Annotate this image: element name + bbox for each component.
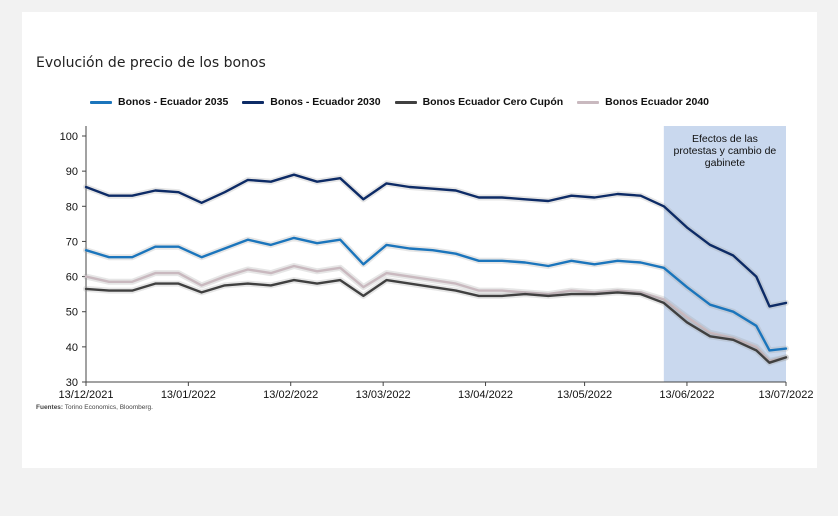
series-line: [84, 264, 788, 363]
x-tick-label: 13/03/2022: [356, 389, 411, 401]
legend-label-cero-cupon: Bonos Ecuador Cero Cupón: [422, 96, 564, 108]
source-label: Fuentes:: [36, 404, 64, 411]
y-tick-label: 50: [66, 307, 78, 319]
source-note: Fuentes: Torino Economics, Bloomberg.: [36, 404, 153, 411]
legend-label-2040: Bonos Ecuador 2040: [605, 96, 710, 108]
legend-swatch-cero-cupon: [394, 100, 417, 104]
source-text: Torino Economics, Bloomberg.: [63, 404, 153, 411]
x-tick-label: 13/02/2022: [263, 389, 318, 401]
y-tick-label: 90: [66, 166, 78, 178]
y-tick-label: 60: [66, 272, 78, 284]
legend-swatch-2030: [242, 100, 265, 104]
shaded-region-label: gabinete: [705, 157, 745, 169]
y-tick-label: 40: [66, 342, 78, 354]
legend-item-cero-cupon: Bonos Ecuador Cero Cupón: [394, 96, 564, 108]
legend-label-2035: Bonos - Ecuador 2035: [118, 96, 229, 108]
legend-swatch-2040: [577, 100, 600, 104]
legend-label-2030: Bonos - Ecuador 2030: [270, 96, 381, 108]
x-tick-label: 13/04/2022: [458, 389, 513, 401]
series-line: [84, 278, 788, 364]
x-tick-label: 13/07/2022: [758, 389, 813, 401]
x-tick-label: 13/06/2022: [659, 389, 714, 401]
chart-title: Evolución de precio de los bonos: [36, 55, 266, 71]
x-tick-label: 13/05/2022: [557, 389, 612, 401]
x-tick-label: 13/01/2022: [161, 389, 216, 401]
legend-item-2030: Bonos - Ecuador 2030: [242, 96, 381, 108]
legend-item-2040: Bonos Ecuador 2040: [577, 96, 709, 108]
shaded-region-label: Efectos de las: [692, 133, 758, 145]
legend-swatch-2035: [90, 100, 112, 104]
x-tick-label: 13/12/2021: [58, 389, 113, 401]
y-tick-label: 100: [60, 131, 78, 143]
y-tick-label: 80: [66, 201, 78, 213]
y-tick-label: 70: [66, 236, 78, 248]
series-line: [84, 236, 788, 352]
shaded-region-label: protestas y cambio de: [674, 145, 777, 157]
chart-legend: Bonos - Ecuador 2035 Bonos - Ecuador 203…: [90, 96, 709, 108]
series-line: [84, 173, 788, 308]
y-tick-label: 30: [66, 377, 78, 389]
legend-item-2035: Bonos - Ecuador 2035: [90, 96, 228, 108]
